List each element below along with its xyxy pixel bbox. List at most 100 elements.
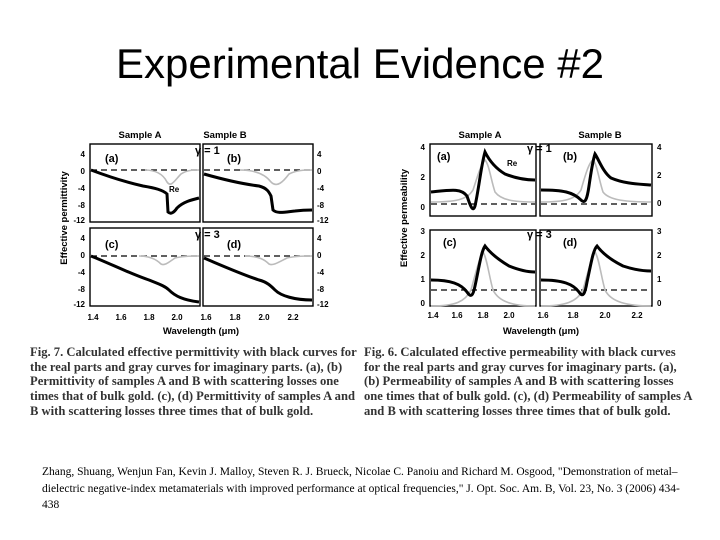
real-curve (430, 147, 536, 211)
xtick: 2.0 (599, 311, 611, 320)
gamma-1-label: γ = 1 (195, 145, 220, 157)
permittivity-caption: Fig. 7. Calculated effective permittivit… (30, 345, 357, 418)
ytick: 2 (657, 171, 662, 180)
ytick: 0 (657, 199, 662, 208)
ytick: 0 (421, 203, 426, 212)
right-yticks-top: 4 0 -4 -8 -12 (317, 150, 329, 225)
sample-b-title: Sample B (203, 130, 246, 141)
ytick: -8 (317, 201, 325, 210)
ytick: 4 (421, 143, 426, 152)
panel-b-frame (539, 143, 653, 217)
real-curve (203, 172, 313, 214)
panel-c-frame (429, 229, 537, 307)
panel-a-curves (90, 168, 200, 215)
xtick: 2.0 (503, 311, 515, 320)
ytick: 1 (657, 275, 662, 284)
ytick: -4 (317, 184, 325, 193)
xtick: 1.6 (115, 313, 127, 322)
panel-c-curves (430, 243, 536, 307)
panel-d-curves (203, 255, 313, 302)
ytick: -12 (73, 300, 85, 309)
xtick: 1.6 (451, 311, 463, 320)
xtick: 2.2 (287, 313, 299, 322)
xticks-panel-c: 1.4 1.6 1.8 2.0 (87, 313, 183, 322)
ytick: -12 (317, 300, 329, 309)
ytick: 0 (421, 299, 426, 308)
imag-curve (239, 169, 313, 186)
ytick: -8 (78, 201, 86, 210)
ytick: 2 (657, 251, 662, 260)
panel-c-curves (90, 254, 200, 304)
imag-curve (138, 255, 200, 266)
panel-a-frame (89, 143, 201, 223)
ytick: 0 (81, 251, 86, 260)
ytick: 4 (317, 150, 322, 159)
ytick: -8 (317, 285, 325, 294)
xtick: 2.0 (258, 313, 270, 322)
real-curve (430, 243, 536, 297)
panel-a-label: (a) (105, 153, 119, 165)
panel-d-frame (202, 227, 314, 307)
left-yticks-top: 4 2 0 (421, 143, 426, 212)
xticks-panel-d: 1.6 1.8 2.0 2.2 (200, 313, 299, 322)
xtick: 1.6 (200, 313, 212, 322)
ytick: 4 (81, 150, 86, 159)
citation: Zhang, Shuang, Wenjun Fan, Kevin J. Mall… (42, 466, 680, 512)
ytick: 0 (317, 251, 322, 260)
left-yticks-bottom: 3 2 1 0 (421, 227, 426, 308)
xticks-panel-d: 1.6 1.8 2.0 2.2 (537, 311, 643, 320)
panel-b-curves (203, 169, 313, 214)
panel-b-curves (540, 150, 652, 205)
panel-b-frame (202, 143, 314, 223)
panel-c-label: (c) (105, 239, 119, 251)
ytick: 3 (421, 227, 426, 236)
ytick: -12 (317, 216, 329, 225)
ytick: 1 (421, 275, 426, 284)
xtick: 1.6 (537, 311, 549, 320)
ytick: 0 (317, 167, 322, 176)
ytick: 4 (317, 234, 322, 243)
permittivity-figure: Effective permittivity Sample A Sample B… (55, 130, 329, 340)
sample-a-title: Sample A (459, 130, 502, 141)
gamma-3-label: γ = 3 (195, 229, 220, 241)
panel-b-label: (b) (227, 153, 241, 165)
xtick: 2.0 (171, 313, 183, 322)
panel-c-frame (89, 227, 201, 307)
panel-c-label: (c) (443, 237, 457, 249)
real-curve (203, 256, 313, 302)
right-yticks-top: 4 2 0 (657, 143, 662, 208)
real-curve (540, 150, 652, 203)
ytick: -4 (78, 184, 86, 193)
ytick: 2 (421, 251, 426, 260)
real-curve (540, 243, 652, 297)
permeability-xlabel: Wavelength (μm) (503, 326, 579, 337)
imag-curve (430, 250, 536, 307)
panel-d-curves (540, 243, 652, 307)
sample-b-title: Sample B (578, 130, 621, 141)
permeability-caption: Fig. 6. Calculated effective permeabilit… (364, 345, 692, 418)
permeability-ylabel: Effective permeability (399, 168, 410, 267)
ytick: 4 (81, 234, 86, 243)
imag-curve (540, 159, 652, 203)
ytick: -8 (78, 285, 86, 294)
right-yticks-bottom: 3 2 1 0 (657, 227, 662, 308)
xtick: 1.8 (477, 311, 489, 320)
real-curve (90, 254, 200, 304)
ytick: 0 (81, 167, 86, 176)
ytick: -4 (317, 268, 325, 277)
sample-a-title: Sample A (119, 130, 162, 141)
ytick: -12 (73, 216, 85, 225)
real-curve (90, 168, 200, 215)
left-yticks-bottom: 4 0 -4 -8 -12 (73, 234, 85, 309)
ytick: -4 (78, 268, 86, 277)
permeability-figure: Effective permeability Sample A Sample B… (395, 130, 665, 340)
xticks-panel-c: 1.4 1.6 1.8 2.0 (427, 311, 515, 320)
permittivity-ylabel: Effective permittivity (59, 171, 70, 265)
xtick: 1.8 (229, 313, 241, 322)
imag-curve (540, 250, 652, 307)
panel-a-frame (429, 143, 537, 217)
panel-b-label: (b) (563, 151, 577, 163)
imag-curve (244, 255, 313, 266)
xtick: 1.4 (87, 313, 99, 322)
permittivity-xlabel: Wavelength (μm) (163, 326, 239, 337)
